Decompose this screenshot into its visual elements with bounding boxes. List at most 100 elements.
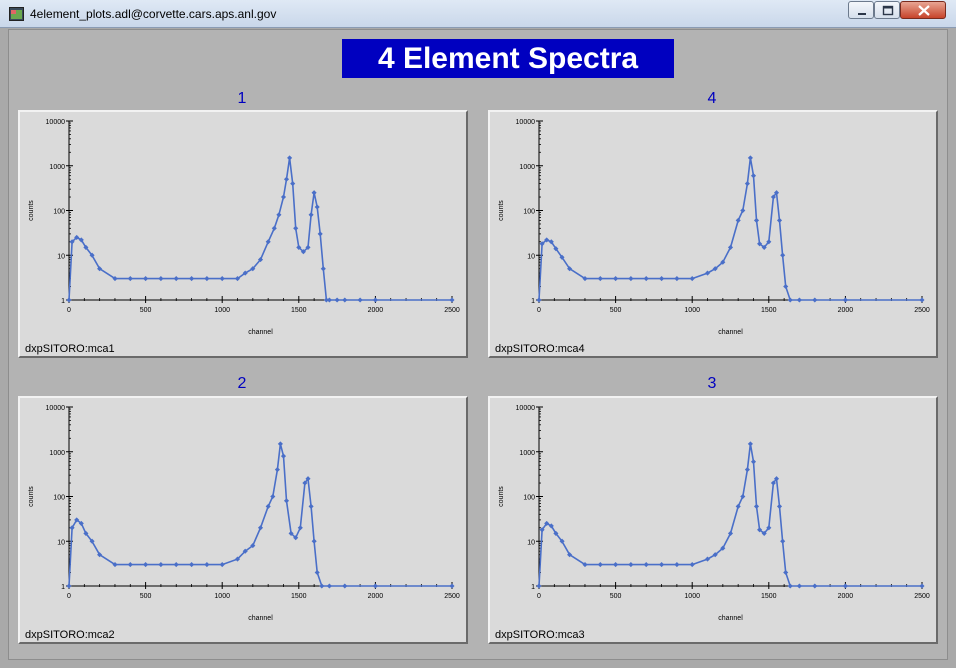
data-point — [643, 562, 649, 568]
x-axis-label: channel — [248, 615, 273, 622]
data-point — [747, 441, 753, 447]
data-point — [689, 276, 695, 282]
data-point — [308, 212, 314, 218]
mca-plot-3-canvas: 1 10 100 1000 10000 0 500 1000 1500 2000 2500 chann… — [498, 405, 930, 622]
spectrum-series — [536, 155, 925, 303]
data-point — [274, 467, 280, 473]
spectrum-line — [68, 157, 452, 301]
data-point — [796, 297, 802, 303]
data-point — [66, 297, 72, 303]
data-point — [66, 583, 72, 589]
data-point — [628, 562, 634, 568]
x-tick-label: 2000 — [838, 593, 854, 600]
mca-plot-3[interactable]: 1 10 100 1000 10000 0 500 1000 1500 2000 2500 chann… — [488, 396, 938, 644]
pv-name: dxpSITORO:mca3 — [495, 629, 585, 641]
minimize-button[interactable] — [848, 1, 874, 19]
data-point — [740, 207, 746, 214]
y-tick-label: 10 — [57, 253, 65, 260]
close-icon — [918, 5, 930, 16]
window-titlebar[interactable]: 4element_plots.adl@corvette.cars.aps.anl… — [0, 0, 956, 28]
data-point — [127, 562, 133, 568]
x-tick-label: 0 — [67, 593, 71, 600]
data-point — [712, 266, 718, 272]
y-tick-label: 10000 — [46, 405, 66, 412]
x-tick-label: 2500 — [914, 593, 930, 600]
data-point — [753, 217, 760, 223]
y-tick-label: 100 — [53, 209, 65, 216]
data-point — [689, 562, 695, 568]
maximize-icon — [882, 5, 894, 16]
x-tick-label: 2500 — [914, 307, 930, 314]
spectrum-series — [66, 155, 455, 303]
data-point — [271, 225, 277, 231]
plot-label-1: 1 — [237, 90, 247, 107]
y-tick-label: 100 — [523, 495, 535, 502]
data-point — [189, 562, 195, 568]
pv-name: dxpSITORO:mca2 — [25, 629, 115, 641]
x-tick-label: 500 — [140, 593, 152, 600]
pv-name: dxpSITORO:mca1 — [25, 343, 115, 355]
data-point — [308, 503, 314, 509]
spectrum-line — [538, 443, 922, 587]
x-tick-label: 1500 — [291, 593, 307, 600]
display-title: 4 Element Spectra — [342, 39, 674, 78]
data-point — [311, 190, 317, 196]
x-tick-label: 500 — [140, 307, 152, 314]
data-point — [326, 297, 332, 303]
data-point — [735, 217, 741, 223]
data-point — [250, 266, 256, 272]
data-point — [780, 252, 786, 258]
close-button[interactable] — [900, 1, 946, 19]
y-tick-label: 100 — [53, 495, 65, 502]
mca-plot-1[interactable]: 1 10 100 1000 10000 0 500 1000 1500 2000 2500 chann… — [18, 110, 468, 358]
data-point — [257, 525, 264, 531]
y-tick-label: 10 — [57, 539, 65, 546]
plot-label-2: 2 — [237, 375, 247, 392]
data-point — [753, 503, 760, 509]
x-tick-label: 0 — [67, 307, 71, 314]
data-point — [234, 556, 241, 562]
data-point — [536, 583, 542, 589]
data-point — [372, 297, 378, 303]
data-point — [812, 297, 818, 303]
y-axis-label: counts — [498, 200, 505, 221]
mca-plot-4[interactable]: 1 10 100 1000 10000 0 500 1000 1500 2000 2500 chann… — [488, 110, 938, 358]
data-point — [143, 276, 149, 282]
y-tick-label: 1000 — [49, 164, 65, 171]
data-point — [234, 276, 241, 282]
data-point — [776, 503, 783, 509]
x-tick-label: 0 — [537, 307, 541, 314]
data-point — [757, 527, 763, 533]
y-tick-label: 10000 — [516, 405, 536, 412]
data-point — [628, 276, 634, 282]
data-point — [796, 583, 802, 589]
spectrum-series — [66, 441, 455, 589]
data-point — [290, 181, 296, 187]
y-tick-label: 10 — [527, 253, 535, 260]
spectrum-line — [538, 157, 922, 301]
x-tick-label: 2500 — [444, 307, 460, 314]
data-point — [326, 583, 332, 589]
x-tick-label: 1500 — [761, 307, 777, 314]
data-point — [74, 234, 80, 240]
data-point — [158, 562, 164, 568]
data-point — [219, 562, 225, 568]
y-axis-label: counts — [28, 200, 35, 221]
data-point — [613, 276, 619, 282]
mca-plot-2[interactable]: 1 10 100 1000 10000 0 500 1000 1500 2000 2500 chann… — [18, 396, 468, 644]
data-point — [189, 276, 195, 282]
y-tick-label: 1 — [61, 298, 65, 305]
data-point — [842, 297, 848, 303]
data-point — [582, 276, 588, 282]
data-point — [747, 155, 753, 161]
data-point — [744, 181, 750, 187]
data-point — [613, 562, 619, 568]
data-point — [342, 297, 348, 303]
data-point — [297, 525, 303, 531]
maximize-button[interactable] — [874, 1, 900, 19]
data-point — [783, 569, 789, 576]
data-point — [643, 276, 649, 282]
data-point — [250, 543, 256, 549]
data-point — [449, 297, 455, 303]
pv-name: dxpSITORO:mca4 — [495, 343, 585, 355]
